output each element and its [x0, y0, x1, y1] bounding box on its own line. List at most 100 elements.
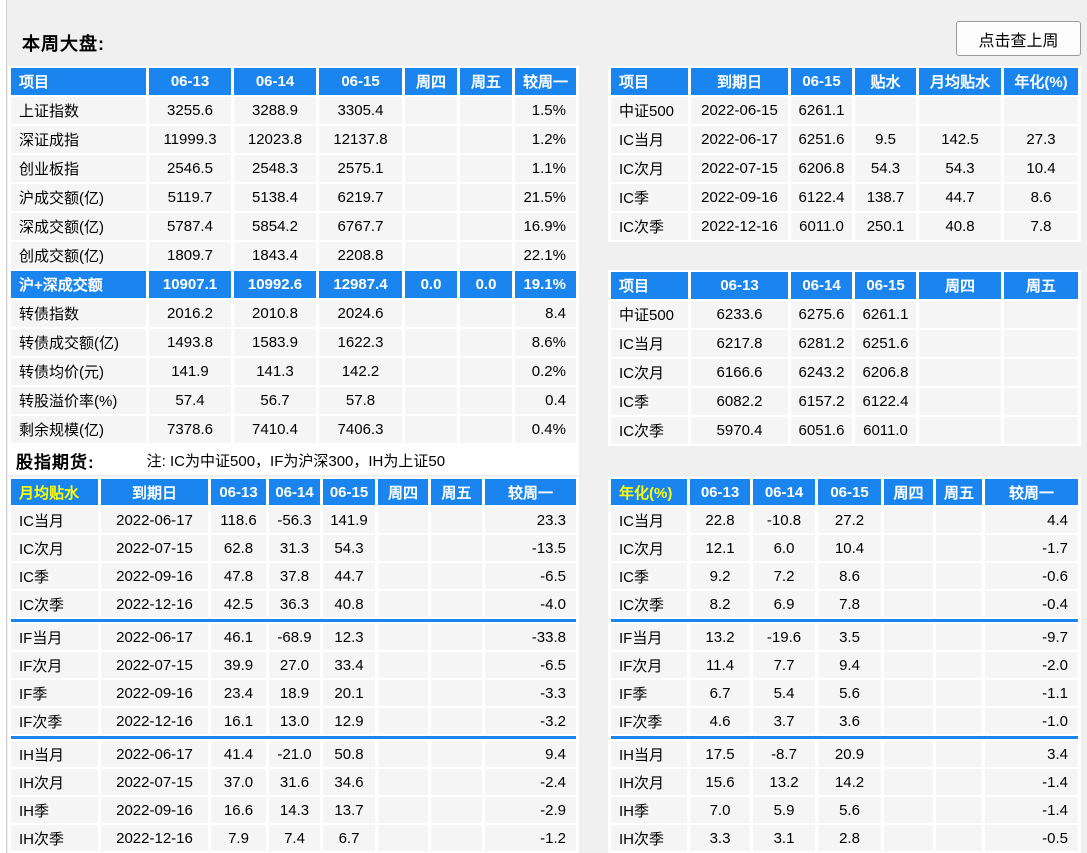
- row-label-cell: IF当月: [611, 624, 687, 650]
- value-cell: 56.7: [234, 387, 316, 414]
- value-cell: [460, 184, 512, 211]
- value-cell: 57.4: [149, 387, 231, 414]
- value-cell: 9.4: [485, 741, 576, 767]
- value-cell: 2022-06-17: [101, 741, 208, 767]
- value-cell: [460, 416, 512, 443]
- value-cell: [884, 680, 933, 706]
- column-header: 06-15: [791, 68, 852, 95]
- row-label-cell: 转股溢价率(%): [11, 387, 146, 414]
- value-cell: [884, 507, 933, 533]
- value-cell: [884, 624, 933, 650]
- column-header: 06-14: [753, 479, 815, 505]
- value-cell: 5.6: [818, 680, 881, 706]
- value-cell: [405, 387, 457, 414]
- value-cell: [431, 591, 482, 617]
- value-cell: 6051.6: [791, 417, 852, 444]
- value-cell: [1004, 359, 1078, 386]
- value-cell: [378, 708, 428, 734]
- value-cell: [919, 301, 1001, 328]
- value-cell: 7.4: [269, 825, 320, 851]
- value-cell: [460, 329, 512, 356]
- column-header: 月均贴水: [919, 68, 1001, 95]
- table-row: IC季 6082.2 6157.2 6122.4: [611, 388, 1078, 415]
- header-row: 年化(%) 06-13 06-14 06-15 周四 周五 较周一: [611, 479, 1078, 505]
- value-cell: 8.6: [818, 563, 881, 589]
- row-label-cell: IC次季: [611, 591, 687, 617]
- table-row: IH季 2022-09-16 16.6 14.3 13.7 -2.9: [11, 797, 576, 823]
- value-cell: 2.8: [818, 825, 881, 851]
- table-row: IC当月 2022-06-17 118.6 -56.3 141.9 23.3: [11, 507, 576, 533]
- value-cell: [884, 708, 933, 734]
- row-label-cell: IC次季: [611, 213, 688, 240]
- value-cell: 37.0: [211, 769, 266, 795]
- value-cell: 6166.6: [691, 359, 788, 386]
- value-cell: 0.2%: [515, 358, 576, 385]
- value-cell: [460, 155, 512, 182]
- table-row: IC当月 6217.8 6281.2 6251.6: [611, 330, 1078, 357]
- table-row: IF次月 2022-07-15 39.9 27.0 33.4 -6.5: [11, 652, 576, 678]
- value-cell: 3.3: [690, 825, 750, 851]
- column-header: 较周一: [515, 68, 576, 95]
- value-cell: 5.6: [818, 797, 881, 823]
- row-label-cell: 中证500: [611, 301, 688, 328]
- row-label-cell: IF次月: [11, 652, 98, 678]
- value-cell: 3288.9: [234, 97, 316, 124]
- table-row: IF次月 11.4 7.7 9.4 -2.0: [611, 652, 1078, 678]
- row-label-cell: IC次季: [611, 417, 688, 444]
- value-cell: 2022-09-16: [101, 680, 208, 706]
- table-row: 转股溢价率(%) 57.4 56.7 57.8 0.4: [11, 387, 576, 414]
- value-cell: 13.2: [690, 624, 750, 650]
- value-cell: [431, 652, 482, 678]
- value-cell: 34.6: [323, 769, 375, 795]
- value-cell: 12.9: [323, 708, 375, 734]
- table-row: 创业板指 2546.5 2548.3 2575.1 1.1%: [11, 155, 576, 182]
- value-cell: -2.4: [485, 769, 576, 795]
- value-cell: 8.6: [1004, 184, 1078, 211]
- row-label-cell: IF季: [11, 680, 98, 706]
- value-cell: 2022-06-17: [101, 624, 208, 650]
- value-cell: 6.9: [753, 591, 815, 617]
- table-row: 上证指数 3255.6 3288.9 3305.4 1.5%: [11, 97, 576, 124]
- value-cell: [431, 825, 482, 851]
- value-cell: 12.1: [690, 535, 750, 561]
- value-cell: -19.6: [753, 624, 815, 650]
- column-header: 周四: [405, 68, 457, 95]
- value-cell: 7.0: [690, 797, 750, 823]
- value-cell: [919, 97, 1001, 124]
- value-cell: -0.6: [985, 563, 1078, 589]
- table-row: IF次季 2022-12-16 16.1 13.0 12.9 -3.2: [11, 708, 576, 734]
- column-header: 周四: [378, 479, 428, 505]
- value-cell: [919, 388, 1001, 415]
- value-cell: 12987.4: [319, 271, 402, 298]
- monthly-basis-table: 月均贴水 到期日 06-13 06-14 06-15 周四 周五 较周一 IC当月 2022-06…: [8, 477, 579, 853]
- value-cell: 5.9: [753, 797, 815, 823]
- value-cell: 2575.1: [319, 155, 402, 182]
- view-last-week-button[interactable]: 点击查上周: [956, 21, 1081, 56]
- value-cell: 11999.3: [149, 126, 231, 153]
- value-cell: -1.1: [985, 680, 1078, 706]
- value-cell: -3.3: [485, 680, 576, 706]
- value-cell: 1843.4: [234, 242, 316, 269]
- value-cell: [460, 213, 512, 240]
- value-cell: 7378.6: [149, 416, 231, 443]
- value-cell: 6275.6: [791, 301, 852, 328]
- column-header: 较周一: [985, 479, 1078, 505]
- row-label-cell: IH季: [11, 797, 98, 823]
- value-cell: 33.4: [323, 652, 375, 678]
- table-row: 剩余规模(亿) 7378.6 7410.4 7406.3 0.4%: [11, 416, 576, 443]
- value-cell: [431, 563, 482, 589]
- value-cell: 16.1: [211, 708, 266, 734]
- value-cell: 12023.8: [234, 126, 316, 153]
- column-header: 06-15: [818, 479, 881, 505]
- value-cell: -56.3: [269, 507, 320, 533]
- table-row: IC次季 2022-12-16 42.5 36.3 40.8 -4.0: [11, 591, 576, 617]
- row-label-cell: IC季: [11, 563, 98, 589]
- value-cell: [378, 563, 428, 589]
- value-cell: [460, 358, 512, 385]
- value-cell: [936, 680, 982, 706]
- value-cell: 2022-07-15: [101, 535, 208, 561]
- value-cell: -1.2: [485, 825, 576, 851]
- futures-heading: 股指期货:: [16, 452, 95, 472]
- value-cell: 42.5: [211, 591, 266, 617]
- table-row: IC次月 6166.6 6243.2 6206.8: [611, 359, 1078, 386]
